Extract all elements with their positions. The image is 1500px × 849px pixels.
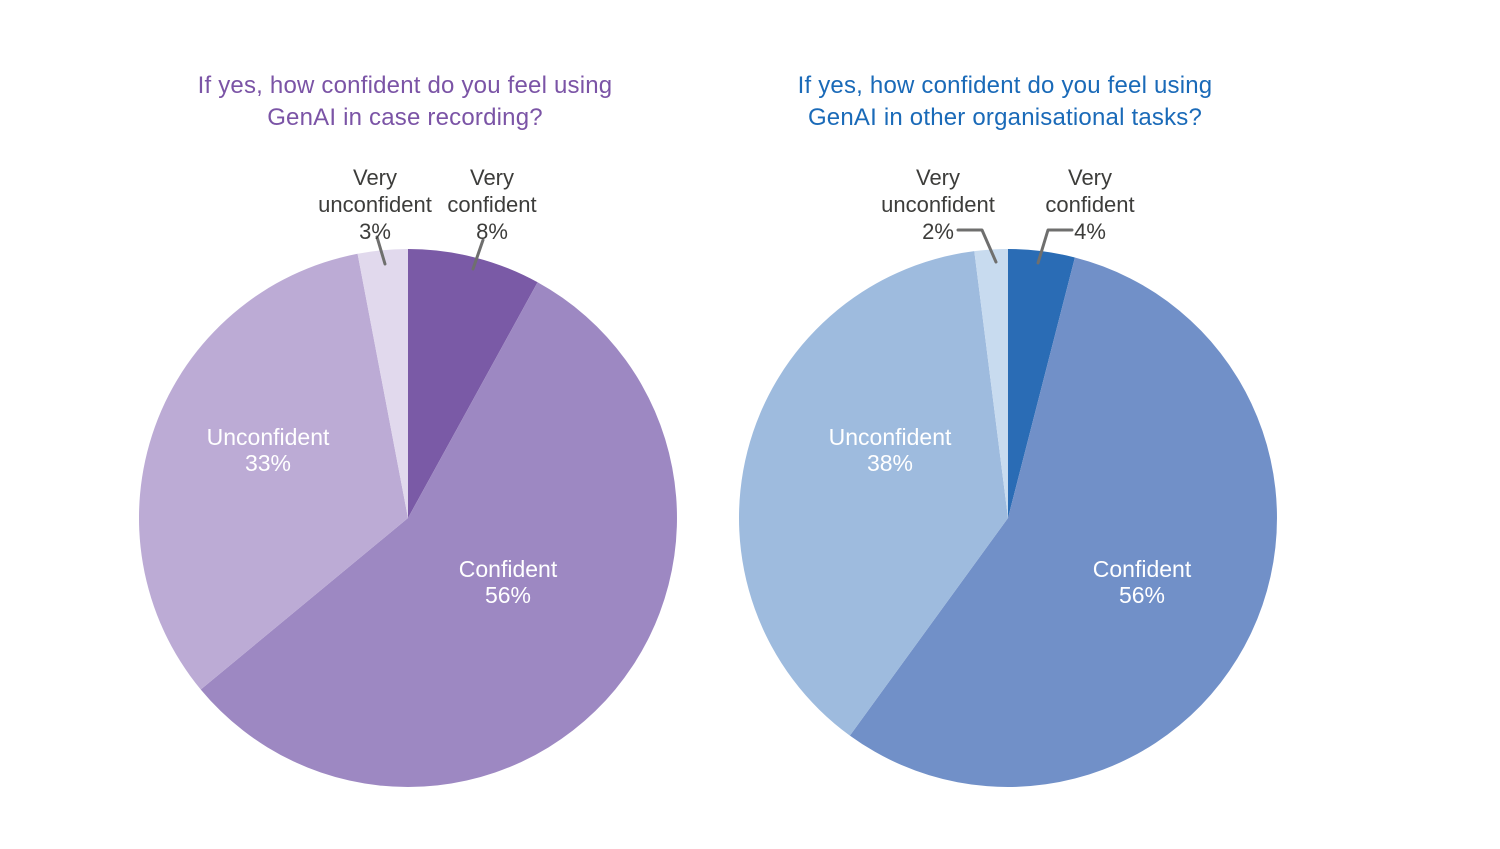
inside-label-percent: 56% [1119, 582, 1165, 608]
callout-label-percent: 4% [1074, 219, 1106, 244]
pie-slice-unconfident [138, 253, 408, 690]
leader-line-very-confident [1036, 228, 1074, 265]
callout-label-very-confident: Very confident 4% [1045, 165, 1134, 244]
callout-label-percent: 8% [476, 219, 508, 244]
inside-label-unconfident: Unconfident 38% [829, 424, 952, 476]
pie-slice-confident [200, 282, 677, 787]
chart-title-line: If yes, how confident do you feel using [198, 72, 613, 99]
inside-label-percent: 56% [485, 582, 531, 608]
pie-chart-case-recording: If yes, how confident do you feel using G… [138, 72, 677, 787]
callout-label-very-confident: Very confident 8% [447, 165, 536, 244]
chart-title-line: GenAI in other organisational tasks? [808, 104, 1202, 131]
callout-label-very-unconfident: Very unconfident 3% [318, 165, 432, 244]
inside-label-confident: Confident 56% [459, 556, 558, 608]
callout-label-line: Very [353, 165, 397, 190]
chart-title: If yes, how confident do you feel using G… [798, 72, 1213, 131]
inside-label-name: Confident [1093, 556, 1192, 582]
pie-slice-very-unconfident [357, 249, 408, 518]
pie-chart-organisational-tasks: If yes, how confident do you feel using G… [738, 72, 1277, 787]
inside-label-confident: Confident 56% [1093, 556, 1192, 608]
chart-title: If yes, how confident do you feel using G… [198, 72, 613, 131]
callout-label-line: unconfident [318, 192, 432, 217]
leader-line-very-unconfident [956, 228, 998, 264]
callout-label-line: confident [447, 192, 536, 217]
callout-label-line: Very [916, 165, 960, 190]
callout-label-percent: 2% [922, 219, 954, 244]
pie-slice-confident [849, 257, 1277, 787]
leader-line-very-confident [471, 238, 485, 271]
inside-label-percent: 38% [867, 450, 913, 476]
callout-label-line: Very [1068, 165, 1112, 190]
pie-slice-unconfident [738, 251, 1008, 736]
callout-label-very-unconfident: Very unconfident 2% [881, 165, 995, 244]
callout-label-line: Very [470, 165, 514, 190]
callout-label-line: confident [1045, 192, 1134, 217]
callout-label-line: unconfident [881, 192, 995, 217]
inside-label-name: Confident [459, 556, 558, 582]
inside-label-name: Unconfident [829, 424, 952, 450]
leader-line-very-unconfident [375, 235, 387, 266]
inside-label-name: Unconfident [207, 424, 330, 450]
pie-slice-very-confident [1008, 249, 1075, 518]
chart-title-line: GenAI in case recording? [267, 104, 543, 131]
inside-label-unconfident: Unconfident 33% [207, 424, 330, 476]
pie-slice-very-unconfident [974, 249, 1008, 518]
pie-slice-very-confident [408, 249, 538, 518]
chart-title-line: If yes, how confident do you feel using [798, 72, 1213, 99]
callout-label-percent: 3% [359, 219, 391, 244]
inside-label-percent: 33% [245, 450, 291, 476]
